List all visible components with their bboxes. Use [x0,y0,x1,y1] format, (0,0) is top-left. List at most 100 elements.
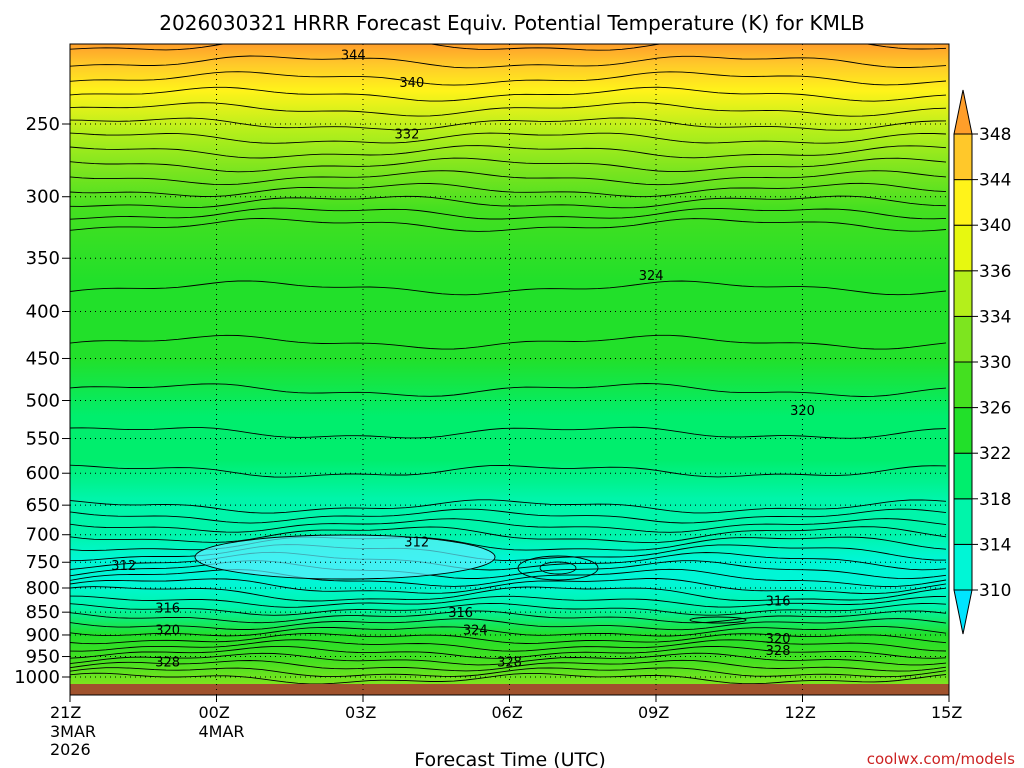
contour-label: 324 [463,624,488,639]
contour-label: 340 [399,76,424,91]
contour-line [70,86,947,102]
y-tick-label: 450 [26,348,60,369]
contour-line [70,499,947,514]
y-tick-label: 1000 [14,667,60,688]
colorbar: 310 314 318 322 326 330 334 336 340 344 348 [953,89,1011,635]
colorbar-swatch [953,407,973,454]
contour-label-text: 320 [155,624,180,639]
contour-line [70,568,947,588]
contour-label-text: 332 [395,127,420,142]
cold-pocket-contour [194,534,496,580]
colorbar-swatch [953,452,973,500]
x-tick-label: 06Z [492,703,523,722]
colorbar-label: 318 [979,490,1011,510]
contour-label: 320 [766,632,791,647]
contour-label: 316 [448,606,473,621]
colorbar-label: 326 [979,399,1011,419]
contour-label: 324 [639,269,664,284]
contour-line [70,44,947,51]
contour-label: 328 [155,656,180,671]
contour-line [70,595,947,608]
colorbar-swatch [953,133,973,181]
contour-line [70,639,947,652]
contour-label: 316 [766,594,791,609]
colorbar-label: 322 [979,444,1011,464]
colorbar-swatch [953,270,973,317]
contour-label-text: 316 [448,606,473,621]
contour-line [70,55,947,69]
contour-label: 328 [497,656,522,671]
contour-line [70,632,947,645]
contour-label: 316 [155,601,180,616]
colorbar-label: 344 [979,171,1011,191]
contour-line [70,426,947,439]
y-tick-label: 900 [26,625,60,646]
colorbar-swatch [953,543,973,591]
credit-text: coolwx.com/models [867,750,1015,768]
colorbar-swatch [953,498,973,545]
contour-label-text: 312 [404,536,429,551]
x-tick-label: 21Z [50,703,81,722]
contour-line [70,652,947,666]
contour-line [70,602,947,616]
y-tick-label: 950 [26,647,60,668]
colorbar-label: 330 [979,353,1011,373]
colorbar-swatch [953,361,973,409]
y-tick-label: 250 [26,114,60,135]
y-tick-label: 700 [26,525,60,546]
contour-line [70,217,947,232]
closed-contour [539,561,577,575]
y-tick-label: 300 [26,187,60,208]
y-tick-label: 500 [26,391,60,412]
x-tick-sublabel: 4MAR [199,722,245,741]
contour-label-text: 320 [766,632,791,647]
contour-line [70,195,947,209]
y-tick-label: 850 [26,602,60,623]
colorbar-swatch [953,224,973,272]
y-tick-label: 600 [26,463,60,484]
closed-contour [689,616,747,624]
y-tick-label: 750 [26,552,60,573]
contour-label: 328 [766,644,791,659]
contour-line [70,132,947,144]
y-tick-label: 350 [26,248,60,269]
contour-line [70,280,947,296]
colorbar-arrow-top [953,89,973,135]
contour-line [70,102,947,117]
contour-line [70,672,947,684]
contour-line [70,667,947,678]
contour-line [70,157,947,173]
x-tick-label: 03Z [345,703,376,722]
contour-label-text: 344 [341,48,366,63]
colorbar-label: 336 [979,262,1011,282]
x-tick-sublabel: 2026 [50,740,91,759]
contour-label: 344 [341,48,366,63]
y-tick-label: 400 [26,301,60,322]
contour-label-text: 324 [463,624,488,639]
contour-label-text: 316 [766,594,791,609]
contour-label-text: 320 [790,404,815,419]
contour-label: 312 [111,559,136,574]
colorbar-label: 334 [979,307,1011,327]
colorbar-swatch [953,315,973,363]
contour-line [70,383,947,397]
x-tick-sublabel: 3MAR [50,722,96,741]
contour-label-text: 328 [766,644,791,659]
contour-label: 320 [155,624,180,639]
closed-contour [517,555,599,581]
contour-line [70,618,947,631]
contour-lines [70,44,947,684]
contour-line [70,578,947,595]
y-tick-label: 800 [26,578,60,599]
chart-title: 2026030321 HRRR Forecast Equiv. Potentia… [159,11,864,35]
contour-line [70,645,947,659]
contour-label-text: 316 [155,601,180,616]
contour-label: 320 [790,404,815,419]
contour-line [70,626,947,637]
y-axis: 2503003504004505005506006507007508008509… [14,114,70,688]
y-tick-label: 550 [26,429,60,450]
